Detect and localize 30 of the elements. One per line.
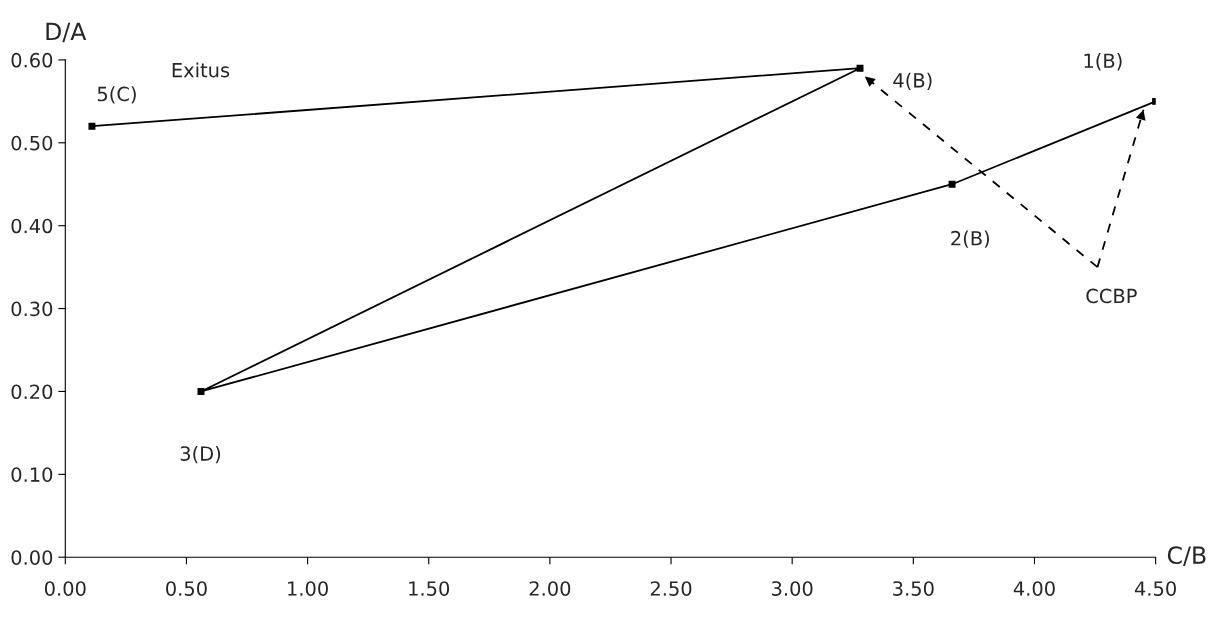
x-tick-label: 4.50: [1134, 581, 1176, 596]
y-tick-label: 0.10: [11, 467, 53, 483]
x-tick-label: 3.00: [772, 581, 813, 596]
x-tick-label: 1.00: [288, 581, 328, 596]
y-tick-label: 0.50: [11, 135, 53, 151]
x-tick-label: 3.50: [893, 581, 934, 596]
x-tick-label: 4.00: [1013, 581, 1055, 596]
annotation: CCBP: [1086, 288, 1137, 304]
annotation: 3(D): [180, 445, 221, 464]
y-tick-label: 0.60: [11, 52, 53, 68]
annotation: Exitus: [172, 62, 230, 78]
point: [197, 387, 205, 395]
y-tick-label: 0.40: [11, 218, 53, 234]
y-tick-label: 0.00: [11, 550, 53, 565]
y-tick-label: 0.30: [11, 301, 53, 317]
point: [856, 64, 864, 72]
annotation: 4(B): [893, 72, 932, 91]
x-tick-label: 1.50: [409, 581, 450, 596]
y-tick-label: 0.20: [11, 384, 53, 400]
point: [88, 122, 96, 130]
x-tick-label: 0.00: [44, 581, 86, 596]
x-tick-label: 2.50: [650, 581, 692, 596]
x-axis-title: C/B: [1167, 546, 1206, 566]
annotation: 5(C): [97, 86, 136, 104]
y-axis-title: D/A: [46, 22, 87, 43]
annotation: 2(B): [951, 230, 990, 248]
x-tick-label: 2.00: [529, 581, 571, 596]
annotation: 1(B): [1084, 53, 1122, 71]
x-tick-label: 0.50: [166, 581, 207, 596]
point: [948, 180, 956, 188]
